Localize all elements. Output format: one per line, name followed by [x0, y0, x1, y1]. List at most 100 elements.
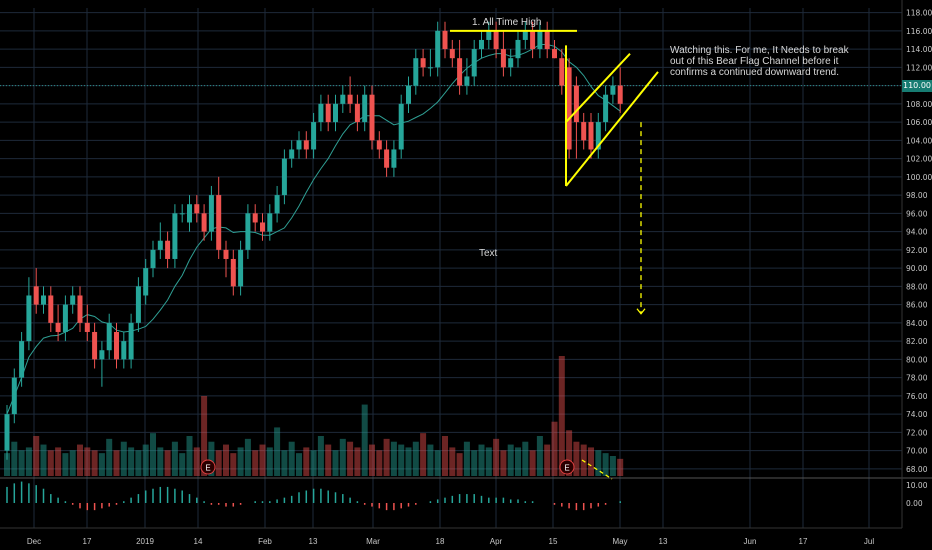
volume-bar: [18, 450, 25, 476]
volume-bar: [69, 450, 76, 476]
candle-body: [486, 30, 492, 40]
price-tick-label: 118.00: [906, 9, 932, 18]
volume-bar: [266, 447, 273, 476]
candle-body: [603, 94, 609, 123]
candle-body: [128, 322, 134, 360]
volume-bar: [369, 444, 375, 476]
candle-body: [544, 30, 550, 50]
candle-body: [537, 30, 543, 50]
candle-body: [559, 58, 565, 86]
price-tick-label: 88.00: [906, 282, 928, 291]
volume-bar: [237, 447, 244, 476]
volume-bar: [142, 444, 149, 476]
candle-body: [165, 240, 171, 259]
candle-body: [515, 39, 521, 59]
volume-bar: [91, 450, 98, 476]
volume-bar: [427, 444, 434, 476]
time-tick-label: 15: [549, 537, 558, 546]
candle-body: [135, 286, 141, 323]
volume-bar: [186, 436, 193, 476]
candle-body: [41, 295, 46, 305]
volume-bar: [522, 441, 529, 476]
volume-bar: [442, 436, 448, 476]
volume-bar: [602, 453, 609, 476]
current-price-badge: 110.00: [902, 80, 932, 92]
volume-bar: [288, 441, 295, 476]
volume-bar: [398, 444, 405, 476]
volume-bar: [420, 433, 427, 476]
oscillator-tick-label: 0.00: [906, 499, 923, 508]
volume-bar: [150, 433, 156, 476]
volume-bar: [62, 453, 69, 476]
volume-bar: [485, 447, 492, 476]
candle-body: [340, 94, 346, 104]
time-tick-label: 13: [309, 537, 318, 546]
candle-body: [150, 249, 156, 269]
price-tick-label: 98.00: [906, 191, 928, 200]
candle-body: [427, 67, 433, 69]
volume-bar: [317, 436, 324, 476]
volume-bar: [47, 450, 54, 476]
candle-body: [522, 30, 528, 40]
candle-body: [588, 122, 594, 150]
time-tick-label: 17: [799, 537, 808, 546]
candle-body: [252, 213, 258, 223]
candle-body: [92, 331, 98, 360]
volume-bar: [193, 447, 200, 476]
time-tick-label: May: [612, 537, 627, 546]
volume-bar: [274, 427, 281, 476]
price-tick-label: 76.00: [906, 392, 928, 401]
earnings-marker: [559, 459, 575, 475]
candle-body: [311, 122, 317, 150]
price-tick-label: 68.00: [906, 465, 928, 474]
volume-bar: [244, 438, 251, 476]
volume-bar: [456, 453, 463, 476]
volume-bar: [383, 438, 390, 476]
volume-bar: [98, 453, 105, 476]
time-tick-label: Dec: [27, 537, 41, 546]
price-tick-label: 100.00: [906, 173, 932, 182]
volume-bar: [120, 441, 127, 476]
volume-bar: [259, 444, 266, 476]
candle-body: [143, 268, 149, 296]
time-tick-label: 18: [436, 537, 445, 546]
candle-body: [471, 49, 477, 77]
candle-body: [347, 94, 353, 104]
candle-body: [362, 94, 368, 123]
price-tick-label: 114.00: [906, 45, 932, 54]
volume-bar: [471, 450, 478, 476]
volume-bar: [617, 458, 624, 476]
text-annotation: Text: [479, 248, 498, 259]
volume-bar: [609, 456, 616, 476]
candle-body: [281, 158, 287, 196]
volume-bar: [171, 441, 178, 476]
price-tick-label: 102.00: [906, 155, 932, 164]
volume-bar: [40, 444, 47, 476]
time-tick-label: Feb: [258, 537, 272, 546]
volume-bar: [588, 447, 594, 476]
volume-bar: [434, 450, 441, 476]
volume-bar: [347, 441, 354, 476]
volume-bar: [77, 444, 83, 476]
candle-body: [223, 249, 229, 259]
candle-body: [216, 195, 222, 250]
candle-body: [274, 195, 280, 214]
volume-bar: [215, 450, 222, 476]
volume-bar: [281, 450, 288, 476]
candle-body: [325, 103, 331, 123]
volume-bar: [405, 447, 412, 476]
volume-bar: [507, 444, 514, 476]
price-tick-label: 86.00: [906, 301, 928, 310]
volume-bar: [113, 450, 120, 476]
volume-bar: [595, 450, 602, 476]
candle-body: [457, 58, 463, 86]
volume-bar: [493, 438, 500, 476]
volume-bar: [325, 444, 332, 476]
volume-bar: [310, 450, 317, 476]
volume-bar: [25, 447, 32, 476]
target-arrow-head: [636, 308, 646, 315]
time-tick-label: 14: [194, 537, 203, 546]
volume-bar: [390, 441, 397, 476]
candle-body: [435, 30, 441, 68]
